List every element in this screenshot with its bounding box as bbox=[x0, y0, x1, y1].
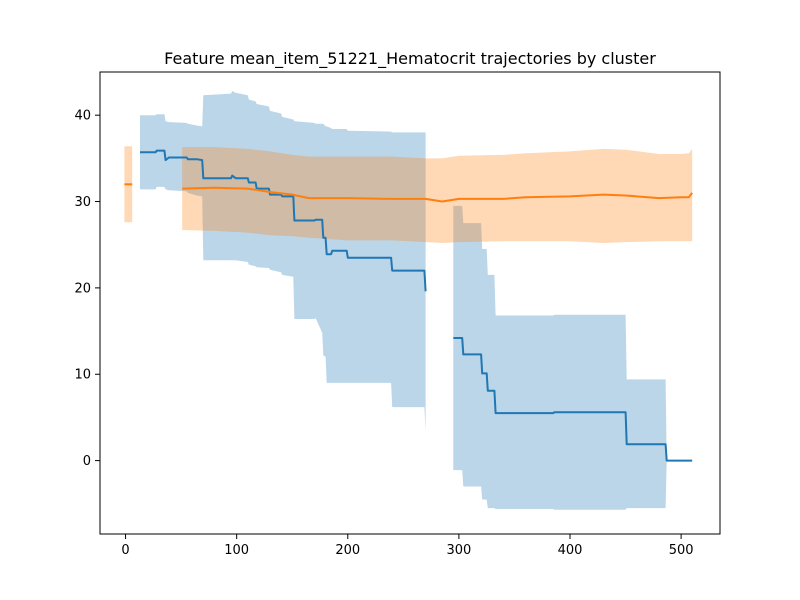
series-1-band-2 bbox=[453, 205, 693, 510]
x-tick-label: 300 bbox=[446, 543, 471, 558]
plot-area bbox=[124, 91, 693, 510]
series-1-band-1 bbox=[140, 91, 426, 432]
y-tick-label: 10 bbox=[74, 368, 91, 383]
series-2-band-2 bbox=[182, 147, 693, 243]
series-1-line-2 bbox=[453, 337, 693, 462]
axes-frame bbox=[99, 71, 721, 535]
x-tick-label: 0 bbox=[121, 543, 129, 558]
x-tick-label: 400 bbox=[558, 543, 583, 558]
y-tick-label: 30 bbox=[74, 195, 91, 210]
x-tick-label: 200 bbox=[335, 543, 360, 558]
series-2-line-2 bbox=[182, 186, 693, 203]
x-tick-label: 100 bbox=[224, 543, 249, 558]
y-tick-label: 20 bbox=[74, 281, 91, 296]
x-tick-label: 500 bbox=[669, 543, 694, 558]
y-tick-label: 0 bbox=[83, 454, 91, 469]
y-tick-label: 40 bbox=[74, 109, 91, 124]
y-axis: 0 10 20 30 40 bbox=[74, 109, 100, 469]
chart-title: Feature mean_item_51221_Hematocrit traje… bbox=[164, 49, 656, 69]
x-axis: 0 100 200 300 400 500 bbox=[121, 534, 694, 558]
